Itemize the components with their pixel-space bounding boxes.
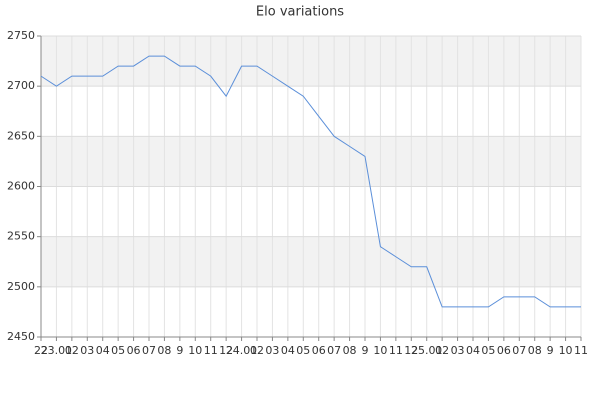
x-tick-label: 07	[327, 344, 341, 357]
x-tick-label: 22	[34, 344, 48, 357]
x-tick-label: 05	[111, 344, 125, 357]
x-tick-label: 02	[65, 344, 79, 357]
x-tick-label: 9	[547, 344, 554, 357]
x-tick-label: 9	[176, 344, 183, 357]
band	[41, 36, 581, 87]
x-tick-label: 23.01	[41, 344, 73, 357]
x-tick-label: 11	[574, 344, 588, 357]
y-tick-label: 2700	[7, 79, 35, 92]
x-tick-label: 04	[466, 344, 480, 357]
x-tick-label: 02	[435, 344, 449, 357]
band	[41, 136, 581, 187]
chart-title: Elo variations	[256, 5, 344, 20]
y-tick-label: 2650	[7, 129, 35, 142]
x-tick-label: 08	[343, 344, 357, 357]
x-tick-label: 10	[373, 344, 387, 357]
y-tick-label: 2450	[7, 330, 35, 343]
x-tick-label: 06	[127, 344, 141, 357]
band	[41, 236, 581, 287]
y-tick-label: 2500	[7, 280, 35, 293]
y-tick-label: 2550	[7, 230, 35, 243]
x-tick-label: 12	[404, 344, 418, 357]
x-tick-label: 24.01	[226, 344, 258, 357]
x-tick-label: 06	[312, 344, 326, 357]
x-tick-label: 06	[497, 344, 511, 357]
x-tick-label: 08	[528, 344, 542, 357]
x-tick-label: 05	[296, 344, 310, 357]
x-tick-label: 04	[96, 344, 110, 357]
x-tick-label: 03	[80, 344, 94, 357]
x-tick-label: 02	[250, 344, 264, 357]
x-tick-label: 11	[204, 344, 218, 357]
x-tick-label: 03	[265, 344, 279, 357]
x-tick-label: 10	[559, 344, 573, 357]
y-tick-label: 2600	[7, 180, 35, 193]
x-tick-label: 03	[451, 344, 465, 357]
x-tick-label: 12	[219, 344, 233, 357]
x-tick-label: 25.01	[411, 344, 443, 357]
x-tick-label: 9	[362, 344, 369, 357]
x-tick-label: 04	[281, 344, 295, 357]
x-tick-label: 05	[481, 344, 495, 357]
x-tick-label: 07	[142, 344, 156, 357]
line	[40, 55, 581, 308]
y-tick-label: 2750	[7, 29, 35, 42]
x-tick-label: 07	[512, 344, 526, 357]
x-tick-label: 11	[389, 344, 403, 357]
x-tick-label: 08	[157, 344, 171, 357]
x-tick-label: 10	[188, 344, 202, 357]
